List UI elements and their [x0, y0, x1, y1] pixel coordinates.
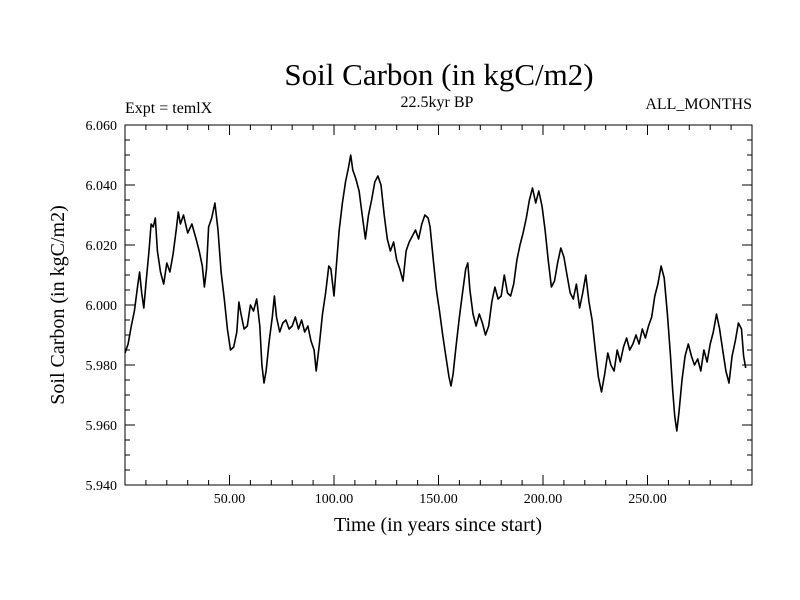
soil-carbon-series-line: [124, 154, 747, 432]
x-axis-label: Time (in years since start): [334, 514, 542, 536]
y-tick-label: 6.040: [86, 179, 118, 194]
y-tick-label: 5.980: [86, 359, 118, 374]
x-tick-label: 250.00: [628, 492, 667, 507]
tick-labels: 50.00 100.00 150.00 200.00 250.00 5.940 5.960 5…: [86, 119, 667, 507]
plot-frame: [124, 124, 753, 486]
y-tick-label: 5.960: [86, 419, 118, 434]
x-tick-label: 50.00: [214, 492, 246, 507]
y-tick-label: 6.020: [86, 239, 118, 254]
months-label: ALL_MONTHS: [645, 96, 752, 113]
x-tick-label: 150.00: [419, 492, 458, 507]
y-axis-label: Soil Carbon (in kgC/m2): [47, 205, 69, 404]
y-tick-label: 6.000: [86, 299, 118, 314]
chart-title: Soil Carbon (in kgC/m2): [284, 57, 593, 92]
experiment-label: Expt = temlX: [125, 100, 213, 117]
x-tick-label: 200.00: [524, 492, 563, 507]
period-label: 22.5kyr BP: [401, 94, 474, 111]
y-tick-label: 5.940: [86, 479, 118, 494]
y-tick-label: 6.060: [86, 119, 118, 134]
x-tick-label: 100.00: [315, 492, 354, 507]
